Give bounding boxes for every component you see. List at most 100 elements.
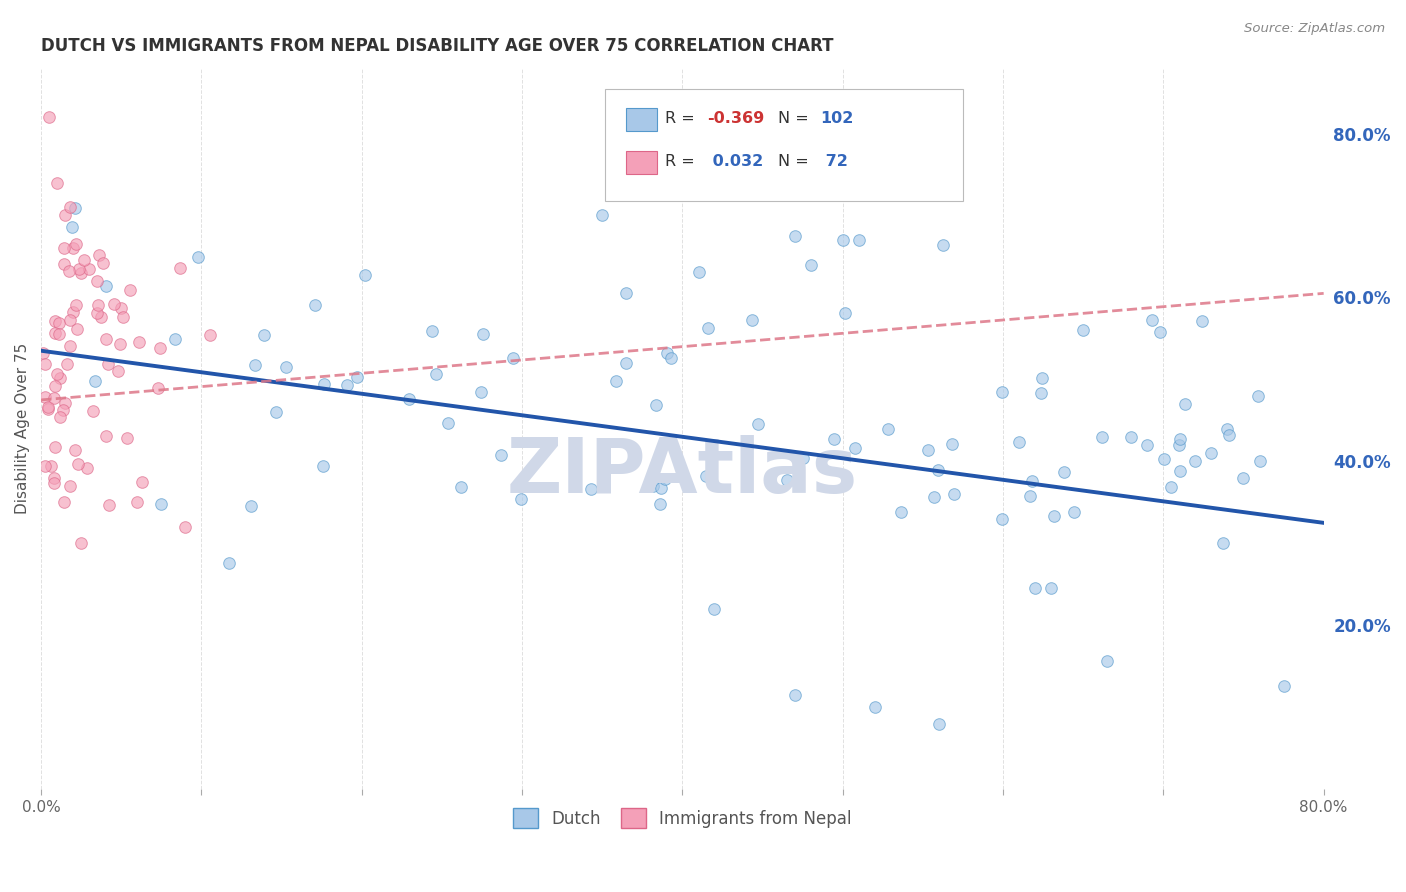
Point — [52, 495, 75, 509]
Point — [927, 463, 949, 477]
Point — [353, 268, 375, 282]
Point — [472, 326, 495, 341]
Point — [1053, 465, 1076, 479]
Point — [59, 339, 82, 353]
Point — [37, 400, 59, 414]
Point — [1247, 389, 1270, 403]
Point — [834, 306, 856, 320]
Point — [1024, 582, 1046, 596]
Point — [218, 556, 240, 570]
Point — [1121, 430, 1143, 444]
Point — [312, 459, 335, 474]
Point — [127, 495, 149, 509]
Point — [59, 479, 82, 493]
Point — [77, 261, 100, 276]
Point — [1218, 428, 1240, 442]
Point — [1168, 463, 1191, 477]
Point — [1212, 535, 1234, 549]
Point — [42, 392, 65, 406]
Point — [650, 497, 672, 511]
Point — [614, 356, 637, 370]
Point — [346, 370, 368, 384]
Point — [59, 200, 82, 214]
Point — [66, 457, 89, 471]
Point — [1095, 654, 1118, 668]
Text: R =: R = — [665, 154, 700, 169]
Point — [991, 384, 1014, 399]
Point — [655, 346, 678, 360]
Point — [1272, 680, 1295, 694]
Point — [645, 398, 668, 412]
Point — [1153, 452, 1175, 467]
Point — [59, 312, 82, 326]
Text: -0.369: -0.369 — [707, 112, 765, 126]
Point — [1140, 312, 1163, 326]
Point — [239, 499, 262, 513]
Point — [844, 441, 866, 455]
Point — [165, 332, 187, 346]
Point — [34, 390, 56, 404]
Point — [83, 374, 105, 388]
Point — [72, 252, 94, 267]
Point — [1040, 582, 1063, 596]
Point — [96, 429, 118, 443]
Point — [87, 248, 110, 262]
Point — [31, 346, 53, 360]
Point — [1160, 480, 1182, 494]
Point — [591, 209, 613, 223]
Point — [131, 475, 153, 490]
Point — [425, 367, 447, 381]
Point — [44, 326, 66, 340]
Point — [48, 316, 70, 330]
Point — [605, 374, 627, 388]
Point — [70, 536, 93, 550]
Text: ZIPAtlas: ZIPAtlas — [506, 435, 858, 508]
Point — [94, 278, 117, 293]
Point — [1174, 397, 1197, 411]
Point — [86, 274, 108, 288]
Point — [510, 492, 533, 507]
Point — [44, 379, 66, 393]
Point — [46, 176, 69, 190]
Point — [62, 241, 84, 255]
Point — [90, 310, 112, 325]
Point — [1168, 438, 1191, 452]
Point — [174, 520, 197, 534]
Point — [200, 328, 222, 343]
Point — [187, 250, 209, 264]
Point — [695, 469, 717, 483]
Point — [42, 471, 65, 485]
Point — [991, 512, 1014, 526]
Point — [111, 310, 134, 325]
Point — [688, 265, 710, 279]
Point — [314, 376, 336, 391]
Point — [103, 297, 125, 311]
Point — [94, 332, 117, 346]
Point — [150, 497, 173, 511]
Point — [34, 458, 56, 473]
Text: 102: 102 — [820, 112, 853, 126]
Point — [1201, 446, 1223, 460]
Point — [65, 298, 87, 312]
Point — [876, 422, 898, 436]
Point — [398, 392, 420, 407]
Text: N =: N = — [778, 154, 814, 169]
Point — [243, 358, 266, 372]
Point — [304, 297, 326, 311]
Legend: Dutch, Immigrants from Nepal: Dutch, Immigrants from Nepal — [506, 801, 859, 835]
Point — [274, 359, 297, 374]
Point — [1019, 489, 1042, 503]
Point — [616, 285, 638, 300]
Point — [1216, 421, 1239, 435]
Point — [108, 337, 131, 351]
Point — [62, 305, 84, 319]
Point — [70, 266, 93, 280]
Point — [470, 385, 492, 400]
Point — [110, 301, 132, 316]
Point — [450, 480, 472, 494]
Point — [747, 417, 769, 431]
Point — [1021, 474, 1043, 488]
Point — [149, 342, 172, 356]
Point — [928, 716, 950, 731]
Point — [128, 334, 150, 349]
